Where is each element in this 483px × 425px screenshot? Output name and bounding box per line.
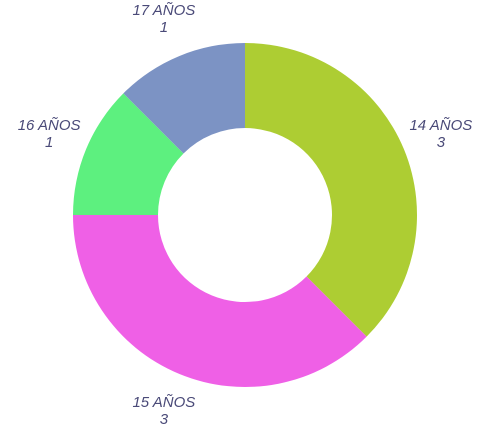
slice — [123, 43, 245, 154]
slice-label: 15 AÑOS — [132, 394, 195, 411]
slice-label: 16 AÑOS — [18, 117, 81, 134]
slice-value: 3 — [437, 134, 446, 151]
slice — [73, 215, 367, 388]
slice-value: 1 — [160, 19, 168, 36]
slice-value: 3 — [160, 411, 169, 425]
slice-value: 1 — [45, 134, 53, 151]
slice-label: 14 AÑOS — [409, 117, 472, 134]
slice — [73, 93, 184, 215]
slice-label: 17 AÑOS — [132, 2, 195, 19]
slice — [245, 43, 418, 337]
